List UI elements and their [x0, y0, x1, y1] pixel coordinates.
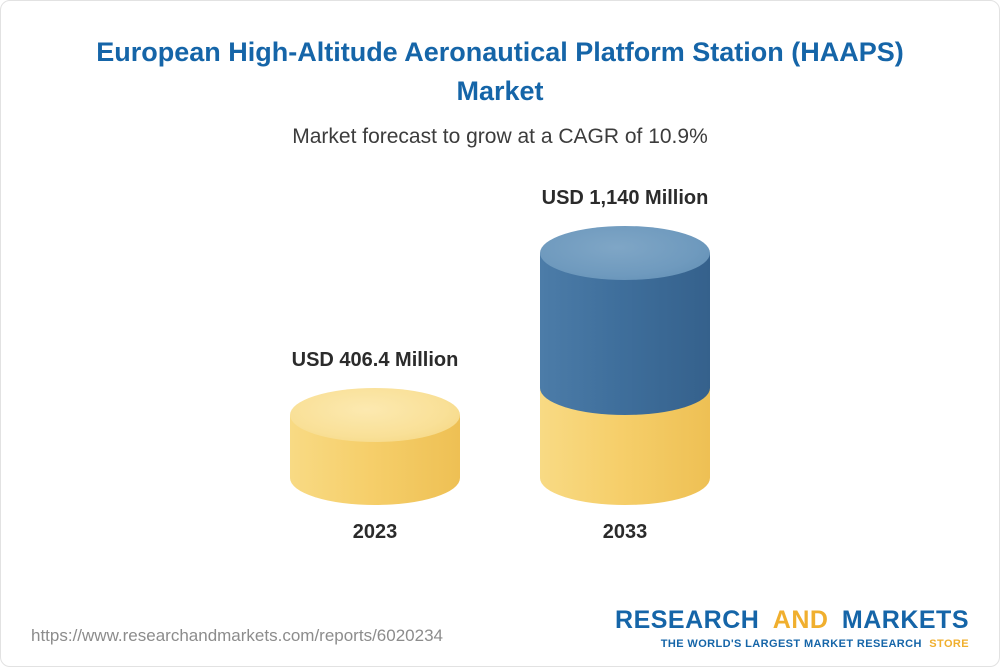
logo-word-markets: MARKETS: [841, 606, 969, 634]
chart-subtitle: Market forecast to grow at a CAGR of 10.…: [292, 125, 708, 149]
cylinder-2023-top-ellipse: [290, 388, 460, 443]
cylinder-2033: [540, 226, 710, 506]
research-and-markets-logo: RESEARCH AND MARKETS THE WORLD'S LARGEST…: [615, 606, 969, 650]
bar-column-2033: USD 1,140 Million 2033: [540, 187, 710, 544]
logo-tagline-main: THE WORLD'S LARGEST MARKET RESEARCH: [660, 638, 922, 650]
logo-word-and: AND: [772, 606, 829, 634]
cylinder-2033-top-ellipse: [540, 226, 710, 281]
bar-column-2023: USD 406.4 Million 2023: [290, 349, 460, 544]
logo-wordmark: RESEARCH AND MARKETS: [615, 606, 969, 635]
cylinder-2023: [290, 388, 460, 506]
year-label-2033: 2033: [602, 521, 648, 544]
year-label-2023: 2023: [352, 521, 398, 544]
chart-title: European High-Altitude Aeronautical Plat…: [96, 37, 904, 107]
cylinder-2033-growth-segment: [540, 253, 710, 416]
logo-word-research: RESEARCH: [615, 606, 760, 634]
report-url: https://www.researchandmarkets.com/repor…: [31, 626, 443, 645]
value-label-2023: USD 406.4 Million: [291, 349, 459, 372]
cylinder-bar-chart: USD 406.4 Million 2023 USD 1,140 Million…: [1, 187, 999, 544]
logo-tagline: THE WORLD'S LARGEST MARKET RESEARCH STOR…: [615, 638, 969, 650]
logo-tagline-accent: STORE: [929, 638, 969, 650]
value-label-2033: USD 1,140 Million: [541, 187, 709, 210]
